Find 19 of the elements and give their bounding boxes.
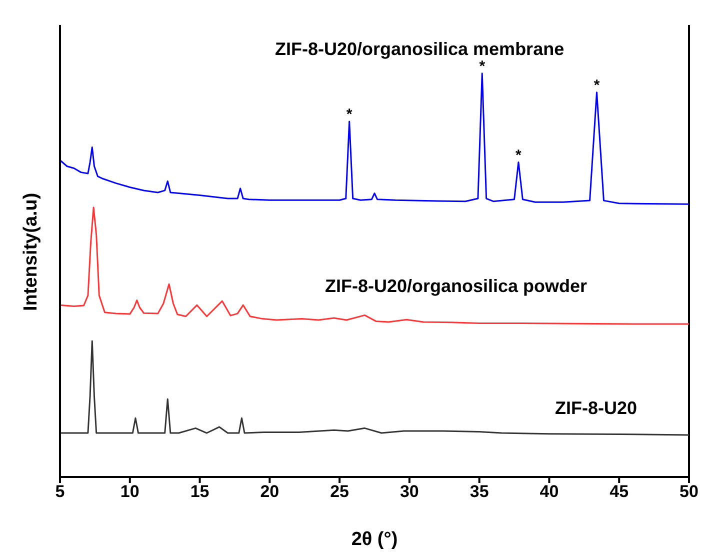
x-tick-label: 5 [55,482,65,502]
annotation: * [514,147,522,164]
text: ZIF-8-U20/organosilica membrane [275,39,564,59]
x-axis-title: 2θ (°) [351,529,398,550]
x-tick-label: 25 [330,482,350,502]
x-tick-label: 10 [120,482,140,502]
x-tick-label: 20 [260,482,280,502]
annotation: * [345,106,354,124]
x-tick-label: 40 [540,482,559,502]
x-tick-label: 15 [190,482,210,502]
x-tick-label: 30 [400,482,419,502]
annotation: * [592,77,601,94]
series-label: ZIF-8-U20 [555,398,638,418]
series-label: ZIF-8-U20/organosilica powder [325,276,588,296]
x-tick-label: 45 [610,482,629,502]
x-tick-label: 50 [680,482,698,502]
x-tick-label: 35 [470,482,489,502]
annotation: * [478,58,486,76]
y-axis-title: Intensity(a.u) [20,192,42,311]
